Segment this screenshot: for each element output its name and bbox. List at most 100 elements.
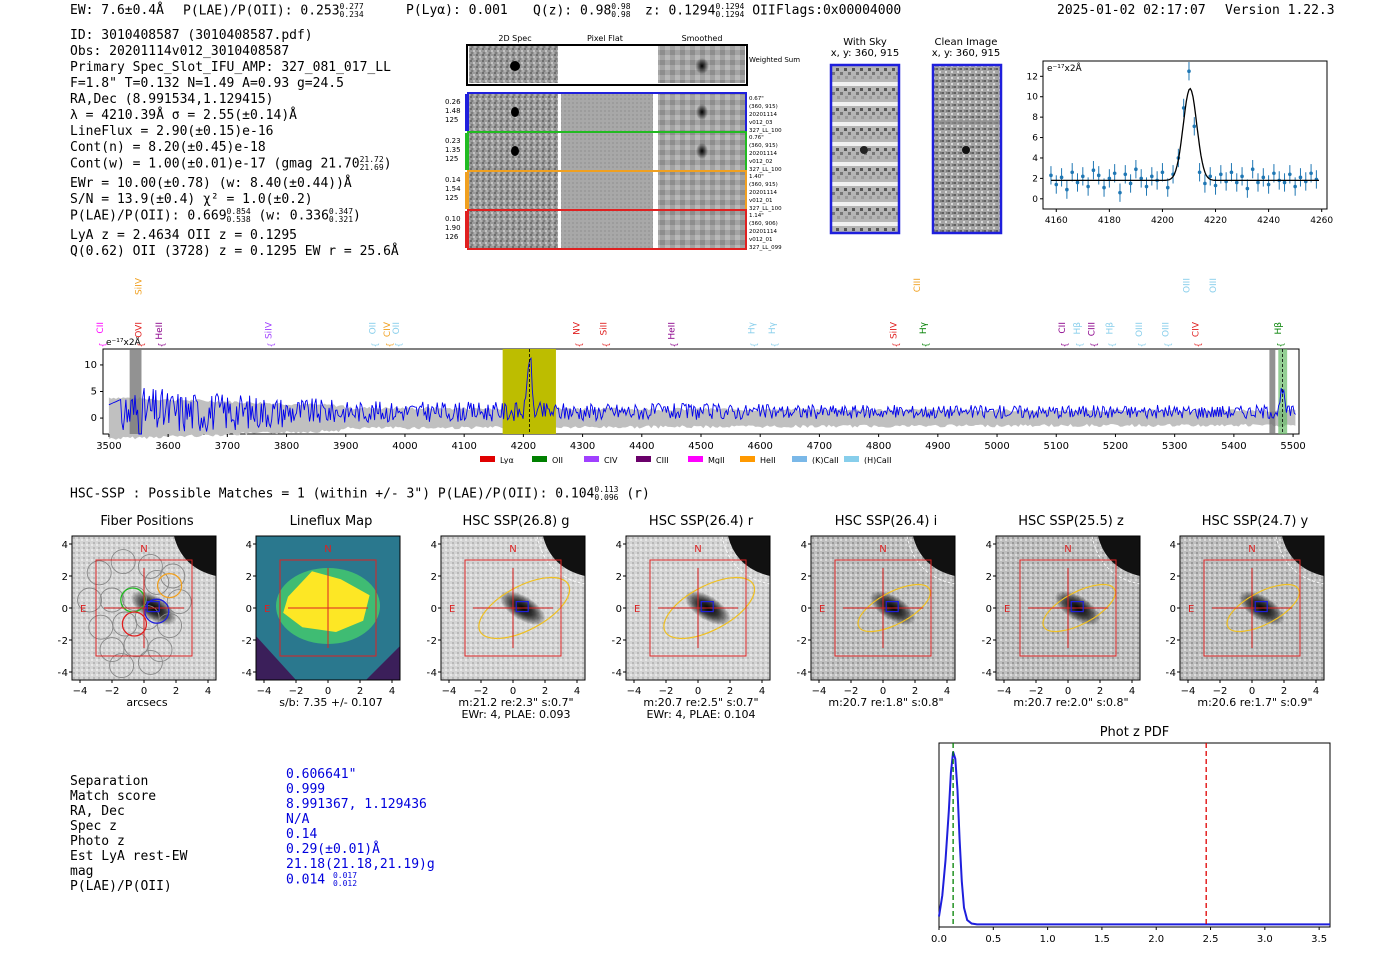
data-point xyxy=(1272,171,1276,176)
match-table-label: Separation xyxy=(70,774,149,789)
spec2d-row-meta: v012_01 xyxy=(749,237,773,243)
line-marker: { xyxy=(891,342,900,347)
match-table-value: 21.18(21.18,21.19)g xyxy=(286,857,435,872)
y-tick-label: 2 xyxy=(801,572,807,583)
data-point xyxy=(1049,173,1053,178)
spec2d-row-meta: v012_01 xyxy=(749,198,773,204)
cutout-image: N E 4 −4 2 −2 0 0 −2 2 −4 4 xyxy=(58,535,217,697)
header-qz-lo: 0.98 xyxy=(611,10,631,19)
hsc-plae-hi: 0.113 xyxy=(594,485,619,494)
x-tick-label: −4 xyxy=(812,686,827,697)
y-tick-label: 10 xyxy=(1027,93,1039,103)
y-tick-label: 2 xyxy=(246,572,252,583)
divider xyxy=(653,172,658,209)
x-tick-label: 0 xyxy=(510,686,516,697)
y-tick-label: 4 xyxy=(986,540,992,551)
line-label: NV xyxy=(573,321,583,335)
data-point xyxy=(1266,182,1271,187)
data-point xyxy=(1128,181,1133,186)
data-point xyxy=(1081,174,1085,179)
line-marker: { xyxy=(1193,342,1202,347)
aperture-box xyxy=(1019,559,1117,657)
spec2d-row-meta: 1.14" xyxy=(749,213,764,219)
data-point xyxy=(1234,180,1239,185)
y-tick-label: 4 xyxy=(1032,154,1038,164)
info-lya-z: LyA z = 2.4634 OII z = 0.1295 xyxy=(70,228,297,243)
match-table-value: 8.991367, 1.129436 xyxy=(286,797,427,812)
aperture-box xyxy=(649,559,747,657)
y-tick-label: 5 xyxy=(91,387,97,398)
info-plae-w: (w: 0.336 xyxy=(258,208,329,224)
match-ellipse xyxy=(663,576,756,640)
line-label-top: CIII xyxy=(913,278,923,292)
clean-image-xy: x, y: 360, 915 xyxy=(931,48,1001,59)
spec2d-row-value: 125 xyxy=(445,155,458,163)
aperture-box xyxy=(834,559,932,657)
x-tick-label: −2 xyxy=(105,686,120,697)
cutout-caption-line: m:20.7 re:2.5" s:0.7" xyxy=(643,696,759,709)
x-tick-label: 4500 xyxy=(688,441,713,452)
legend-swatch xyxy=(844,456,859,462)
east-label: E xyxy=(819,604,825,615)
info-plae-hi: 0.854 xyxy=(226,207,251,216)
bright-neighbor xyxy=(1282,536,1324,576)
cutout-caption-line: EWr: 4, PLAE: 0.093 xyxy=(461,708,571,721)
spec2d-col-header: 2D Spec xyxy=(498,34,531,43)
fiber-circle xyxy=(77,587,103,613)
x-tick-label: 2 xyxy=(912,686,918,697)
x-tick-label: −4 xyxy=(997,686,1012,697)
y-tick-label: 2 xyxy=(1170,572,1176,583)
legend-label: HeII xyxy=(760,456,776,464)
neighbor-aperture xyxy=(536,535,586,585)
y-tick-label: 2 xyxy=(1032,174,1038,184)
y-tick-label: 4 xyxy=(1170,540,1176,551)
fiber-circle-highlight xyxy=(121,611,148,637)
x-tick-label: 4300 xyxy=(570,441,595,452)
legend-label: (K)CaII xyxy=(812,456,839,464)
legend-swatch xyxy=(792,456,807,462)
match-ellipse xyxy=(1042,583,1116,633)
line-label: CIV xyxy=(1191,321,1201,337)
y-tick-label: 0 xyxy=(616,604,622,615)
x-tick-label: 0 xyxy=(141,686,147,697)
error-band xyxy=(108,396,1296,440)
divider xyxy=(558,133,561,170)
spec2d-image xyxy=(469,172,558,209)
line-marker: { xyxy=(385,342,394,347)
y-tick-label: −4 xyxy=(242,668,252,679)
cutout-caption: m:20.6 re:1.7" s:0.9" xyxy=(1180,697,1330,709)
cutout-title: HSC SSP(25.5) z xyxy=(1018,514,1124,529)
fiber-circle-highlight xyxy=(144,598,170,624)
divider xyxy=(558,172,561,209)
spec2d-row-value: 1.90 xyxy=(445,224,461,232)
y-tick-label: 0 xyxy=(62,604,68,615)
line-label: OII xyxy=(368,322,378,334)
data-point xyxy=(1245,186,1250,191)
north-label: N xyxy=(694,544,701,555)
match-table-label: RA, Dec xyxy=(70,804,125,819)
cutout-caption: m:21.2 re:2.3" s:0.7" EWr: 4, PLAE: 0.093 xyxy=(441,697,591,721)
y-tick-label: 0 xyxy=(431,604,437,615)
spec2d-row-value: 126 xyxy=(445,233,459,241)
full-spectrum-chart: 0 5 10 3500 3600 3700 3800 3900 4000 4100 4200 4300… xyxy=(84,277,1306,464)
x-tick-label: 3500 xyxy=(96,441,121,452)
fiber-circle xyxy=(166,589,192,615)
y-tick-label: 4 xyxy=(801,540,807,551)
cutout-caption-line: m:20.6 re:1.7" s:0.9" xyxy=(1197,696,1313,709)
bright-neighbor xyxy=(913,536,955,576)
info-contw-value: Cont(w) = 1.00(±0.01)e-17 (gmag 21.70 xyxy=(70,156,360,172)
spec2d-row-value: 1.35 xyxy=(445,146,461,154)
y-tick-label: 10 xyxy=(84,360,97,371)
match-table-value: 0.999 xyxy=(286,782,326,797)
match-plae-lo: 0.012 xyxy=(332,879,358,888)
pixel-flat-image xyxy=(561,133,653,170)
spec2d-row-meta: v012_03 xyxy=(749,120,773,126)
x-tick-label: −4 xyxy=(73,686,88,697)
pdf-title: Phot z PDF xyxy=(1100,725,1170,740)
lineflux-low xyxy=(256,636,296,680)
spec2d-row-value: 125 xyxy=(445,116,458,124)
x-tick-label: 3700 xyxy=(215,441,240,452)
info-plae-w-lo: 0.321 xyxy=(328,215,354,224)
